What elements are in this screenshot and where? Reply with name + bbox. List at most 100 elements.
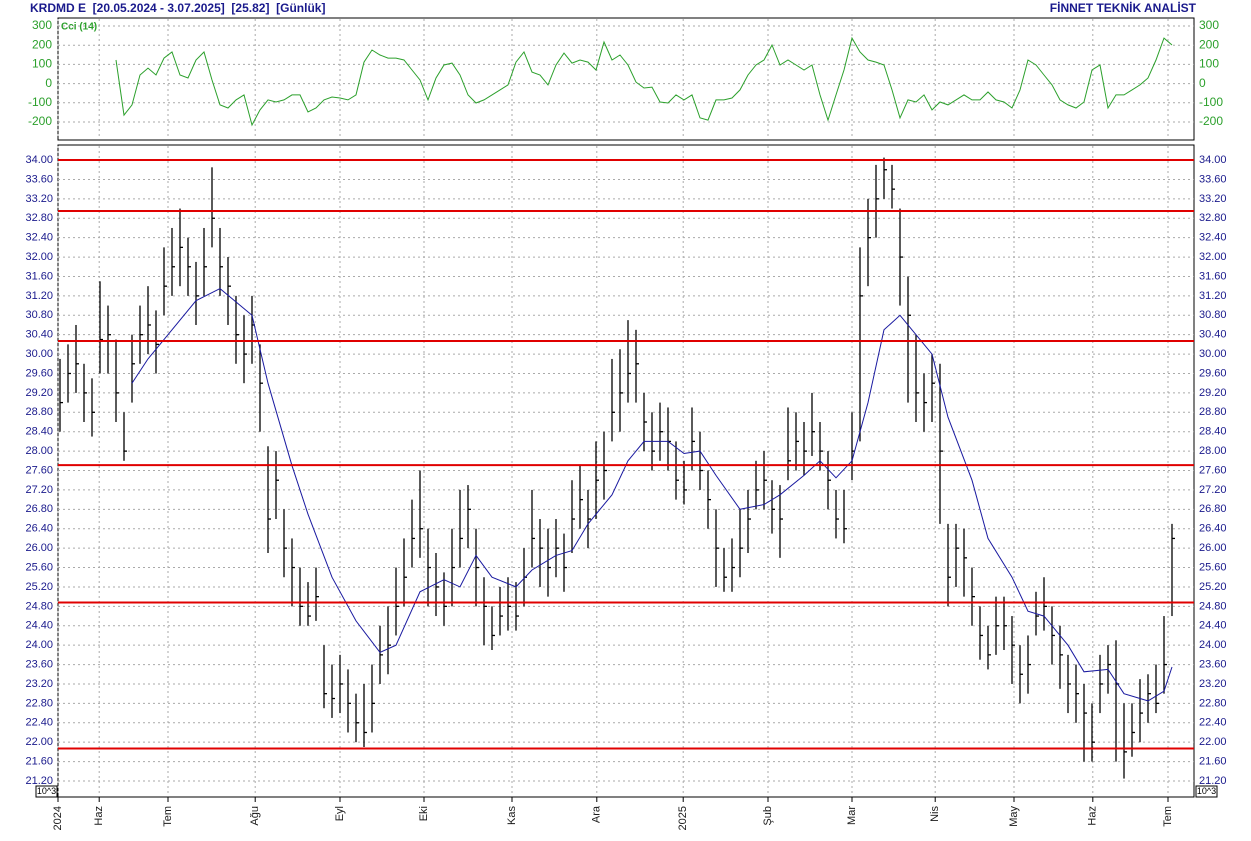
y-tick-label: 23.60 — [25, 658, 53, 670]
y-tick-label: 32.40 — [25, 232, 53, 244]
y-tick-label: 26.00 — [1199, 542, 1227, 554]
y-tick-label: 26.00 — [25, 542, 53, 554]
y-tick-label: 28.40 — [25, 426, 53, 438]
unit-box — [1195, 785, 1218, 798]
y-tick-label: 100 — [1199, 57, 1219, 71]
moving-average — [131, 288, 1173, 702]
y-tick-label: 26.40 — [25, 523, 53, 535]
y-tick-label: 21.20 — [25, 775, 53, 787]
y-tick-label: 30.40 — [1199, 329, 1227, 341]
x-tick-label: Kas — [506, 806, 518, 825]
y-tick-label: 33.20 — [1199, 193, 1227, 205]
x-tick-label: 2024 — [52, 806, 64, 830]
y-tick-label: 25.60 — [25, 561, 53, 573]
y-tick-label: 0 — [1199, 76, 1206, 90]
y-tick-label: -100 — [1199, 95, 1223, 109]
unit-label: 10^3 — [37, 786, 56, 796]
y-tick-label: 200 — [32, 37, 52, 51]
y-tick-label: 25.60 — [1199, 561, 1227, 573]
y-tick-label: 28.40 — [1199, 426, 1227, 438]
y-tick-label: -200 — [28, 114, 52, 128]
y-tick-label: 28.80 — [1199, 406, 1227, 418]
y-tick-label: 21.60 — [25, 755, 53, 767]
y-tick-label: 22.40 — [1199, 717, 1227, 729]
unit-label: 10^3 — [1197, 786, 1216, 796]
x-tick-label: Ağu — [249, 806, 261, 826]
y-tick-label: 31.60 — [1199, 270, 1227, 282]
y-tick-label: 34.00 — [25, 154, 53, 166]
y-tick-label: 23.60 — [1199, 658, 1227, 670]
chart-title: KRDMD E [20.05.2024 - 3.07.2025] [25.82]… — [30, 1, 325, 15]
x-tick-label: Şub — [762, 806, 774, 826]
y-tick-label: 28.00 — [25, 445, 53, 457]
y-tick-label: 32.40 — [1199, 232, 1227, 244]
x-tick-label: Ara — [591, 805, 603, 823]
x-tick-label: Eyl — [334, 806, 346, 821]
x-tick-label: Haz — [1087, 806, 1099, 826]
y-tick-label: 23.20 — [25, 678, 53, 690]
y-tick-label: 33.60 — [1199, 173, 1227, 185]
y-tick-label: 30.80 — [25, 309, 53, 321]
y-tick-label: 31.20 — [25, 290, 53, 302]
y-tick-label: 30.80 — [1199, 309, 1227, 321]
y-tick-label: 27.60 — [1199, 464, 1227, 476]
x-tick-label: Tem — [1162, 806, 1174, 827]
x-tick-label: Nis — [929, 806, 941, 822]
y-tick-label: -200 — [1199, 114, 1223, 128]
y-tick-label: 30.00 — [1199, 348, 1227, 360]
y-tick-label: 200 — [1199, 37, 1219, 51]
y-tick-label: 22.00 — [1199, 736, 1227, 748]
x-tick-label: Haz — [93, 806, 105, 826]
y-tick-label: 27.20 — [1199, 484, 1227, 496]
y-tick-label: 100 — [32, 57, 52, 71]
y-tick-label: 31.20 — [1199, 290, 1227, 302]
x-tick-label: Eki — [418, 806, 430, 821]
y-tick-label: 24.00 — [25, 639, 53, 651]
y-tick-label: 300 — [32, 18, 52, 32]
x-tick-label: Mar — [846, 806, 858, 825]
y-tick-label: 24.40 — [1199, 620, 1227, 632]
y-tick-label: 26.40 — [1199, 523, 1227, 535]
y-tick-label: 21.20 — [1199, 775, 1227, 787]
indicator-label: Cci (14) — [61, 22, 97, 33]
y-tick-label: 26.80 — [1199, 503, 1227, 515]
y-tick-label: 32.00 — [1199, 251, 1227, 263]
y-tick-label: 29.60 — [25, 367, 53, 379]
y-tick-label: 23.20 — [1199, 678, 1227, 690]
y-tick-label: 33.60 — [25, 173, 53, 185]
y-tick-label: 24.80 — [1199, 600, 1227, 612]
y-tick-label: 27.60 — [25, 464, 53, 476]
y-tick-label: 34.00 — [1199, 154, 1227, 166]
y-tick-label: -100 — [28, 95, 52, 109]
brand: FİNNET TEKNİK ANALİST — [1050, 0, 1197, 15]
y-tick-label: 25.20 — [1199, 581, 1227, 593]
y-tick-label: 22.80 — [1199, 697, 1227, 709]
y-tick-label: 26.80 — [25, 503, 53, 515]
y-tick-label: 29.60 — [1199, 367, 1227, 379]
x-tick-label: Tem — [162, 806, 174, 827]
y-tick-label: 32.80 — [25, 212, 53, 224]
y-tick-label: 28.00 — [1199, 445, 1227, 457]
unit-box — [35, 785, 58, 798]
y-tick-label: 22.00 — [25, 736, 53, 748]
y-tick-label: 27.20 — [25, 484, 53, 496]
x-tick-label: May — [1008, 806, 1020, 827]
x-tick-label: 2025 — [677, 806, 689, 830]
y-tick-label: 32.00 — [25, 251, 53, 263]
y-tick-label: 29.20 — [1199, 387, 1227, 399]
y-tick-label: 30.00 — [25, 348, 53, 360]
cci-line — [115, 36, 1173, 127]
y-tick-label: 28.80 — [25, 406, 53, 418]
y-tick-label: 22.80 — [25, 697, 53, 709]
y-tick-label: 33.20 — [25, 193, 53, 205]
y-tick-label: 32.80 — [1199, 212, 1227, 224]
y-tick-label: 30.40 — [25, 329, 53, 341]
y-tick-label: 300 — [1199, 18, 1219, 32]
y-tick-label: 22.40 — [25, 717, 53, 729]
y-tick-label: 24.00 — [1199, 639, 1227, 651]
y-tick-label: 24.40 — [25, 620, 53, 632]
y-tick-label: 29.20 — [25, 387, 53, 399]
